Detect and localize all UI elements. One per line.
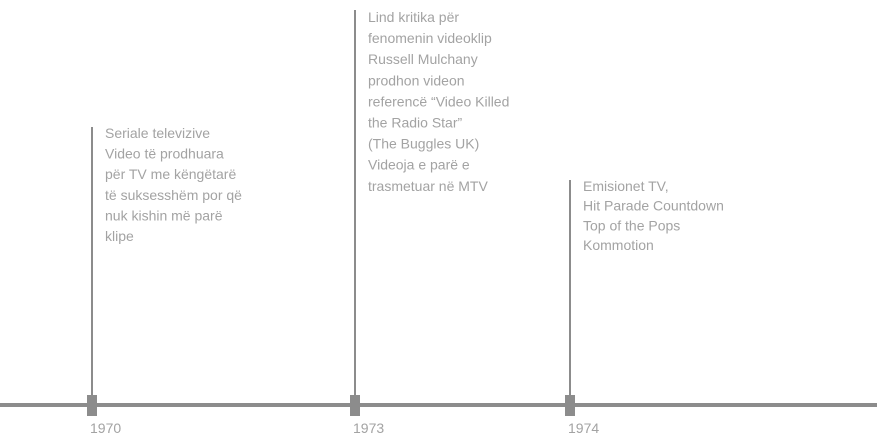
event-year: 1973	[353, 420, 384, 436]
event-year: 1974	[568, 420, 599, 436]
event-text: klipe	[105, 228, 134, 244]
event-marker	[87, 395, 97, 416]
event-text: fenomenin videoklip	[368, 30, 492, 46]
event-year: 1970	[90, 420, 121, 436]
event-text: (The Buggles UK)	[368, 136, 479, 152]
event-text: trasmetuar në MTV	[368, 178, 488, 194]
event-stem	[354, 10, 356, 405]
event-marker	[565, 395, 575, 416]
event-text: Seriale televizive	[105, 125, 210, 141]
event-text: Top of the Pops	[583, 217, 680, 233]
event-text: prodhon videon	[368, 72, 465, 88]
event-text: Hit Parade Countdown	[583, 198, 724, 214]
event-marker	[350, 395, 360, 416]
timeline-axis	[0, 403, 877, 407]
event-text: Emisionet TV,	[583, 178, 669, 194]
event-text: nuk kishin më parë	[105, 207, 223, 223]
event-text: referencë “Video Killed	[368, 93, 509, 109]
event-text: Lind kritika për	[368, 9, 459, 25]
event-text: the Radio Star”	[368, 115, 462, 131]
event-text: Kommotion	[583, 237, 654, 253]
event-stem	[569, 180, 571, 405]
event-text: të suksesshëm por që	[105, 187, 242, 203]
event-text: Video të prodhuara	[105, 146, 224, 162]
event-stem	[91, 127, 93, 405]
event-text: Russell Mulchany	[368, 51, 478, 67]
event-text: për TV me këngëtarë	[105, 166, 236, 182]
event-text: Videoja e parë e	[368, 157, 470, 173]
